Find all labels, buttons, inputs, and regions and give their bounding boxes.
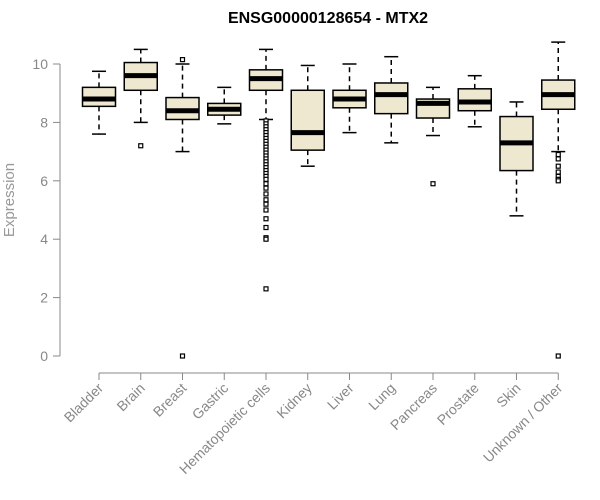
x-tick-label: Brain — [113, 380, 147, 414]
outlier-point — [555, 353, 561, 359]
y-tick-label: 4 — [40, 231, 48, 247]
outlier-point — [555, 169, 561, 175]
outlier-point — [555, 151, 561, 158]
y-tick-label: 0 — [40, 348, 48, 364]
x-tick-label: Kidney — [273, 380, 315, 422]
outlier-point — [263, 176, 269, 182]
box-brain — [123, 48, 158, 149]
x-tick-label: Bladder — [61, 380, 107, 426]
outlier-point — [555, 178, 561, 184]
outlier-point — [555, 156, 561, 162]
box-kidney — [290, 64, 325, 167]
box-iqr — [374, 82, 409, 115]
x-tick-label: Breast — [150, 380, 190, 420]
y-tick-label: 2 — [40, 290, 48, 306]
x-tick-label: Unknown / Other — [480, 380, 566, 466]
x-tick-label: Liver — [324, 380, 357, 413]
box-breast — [165, 57, 200, 359]
box-skin — [499, 101, 534, 217]
outlier-point — [263, 216, 269, 222]
outlier-point — [263, 201, 269, 207]
box-gastric — [207, 86, 242, 125]
y-tick-label: 10 — [32, 56, 48, 72]
outlier-point — [138, 143, 144, 149]
outlier-point — [263, 197, 269, 203]
outlier-point — [263, 236, 269, 242]
box-hematopoietic-cells — [248, 48, 284, 292]
box-liver — [332, 63, 367, 134]
x-tick-label: Skin — [493, 380, 524, 411]
outlier-point — [555, 163, 561, 169]
outlier-point — [263, 181, 269, 187]
outlier-point — [263, 185, 269, 191]
outlier-point — [430, 181, 436, 187]
y-axis-label: Expression — [1, 163, 18, 237]
outlier-point — [179, 353, 186, 359]
x-tick-label: Lung — [365, 380, 398, 413]
y-tick-label: 8 — [40, 114, 48, 130]
outlier-point — [263, 191, 269, 197]
box-prostate — [457, 74, 492, 128]
box-bladder — [81, 70, 117, 135]
box-series — [81, 41, 576, 359]
x-tick-label: Prostate — [434, 380, 482, 428]
y-axis: 0 2 4 6 8 10 — [32, 56, 61, 364]
chart-title: ENSG00000128654 - MTX2 — [228, 10, 428, 27]
outlier-point — [263, 207, 269, 213]
box-lung — [374, 55, 409, 144]
outlier-point — [263, 224, 269, 231]
y-tick-label: 6 — [40, 173, 48, 189]
box-iqr — [290, 89, 325, 151]
box-pancreas — [415, 86, 451, 187]
box-unknown-other — [541, 41, 576, 359]
outlier-point — [263, 286, 269, 292]
outlier-point — [179, 57, 186, 63]
